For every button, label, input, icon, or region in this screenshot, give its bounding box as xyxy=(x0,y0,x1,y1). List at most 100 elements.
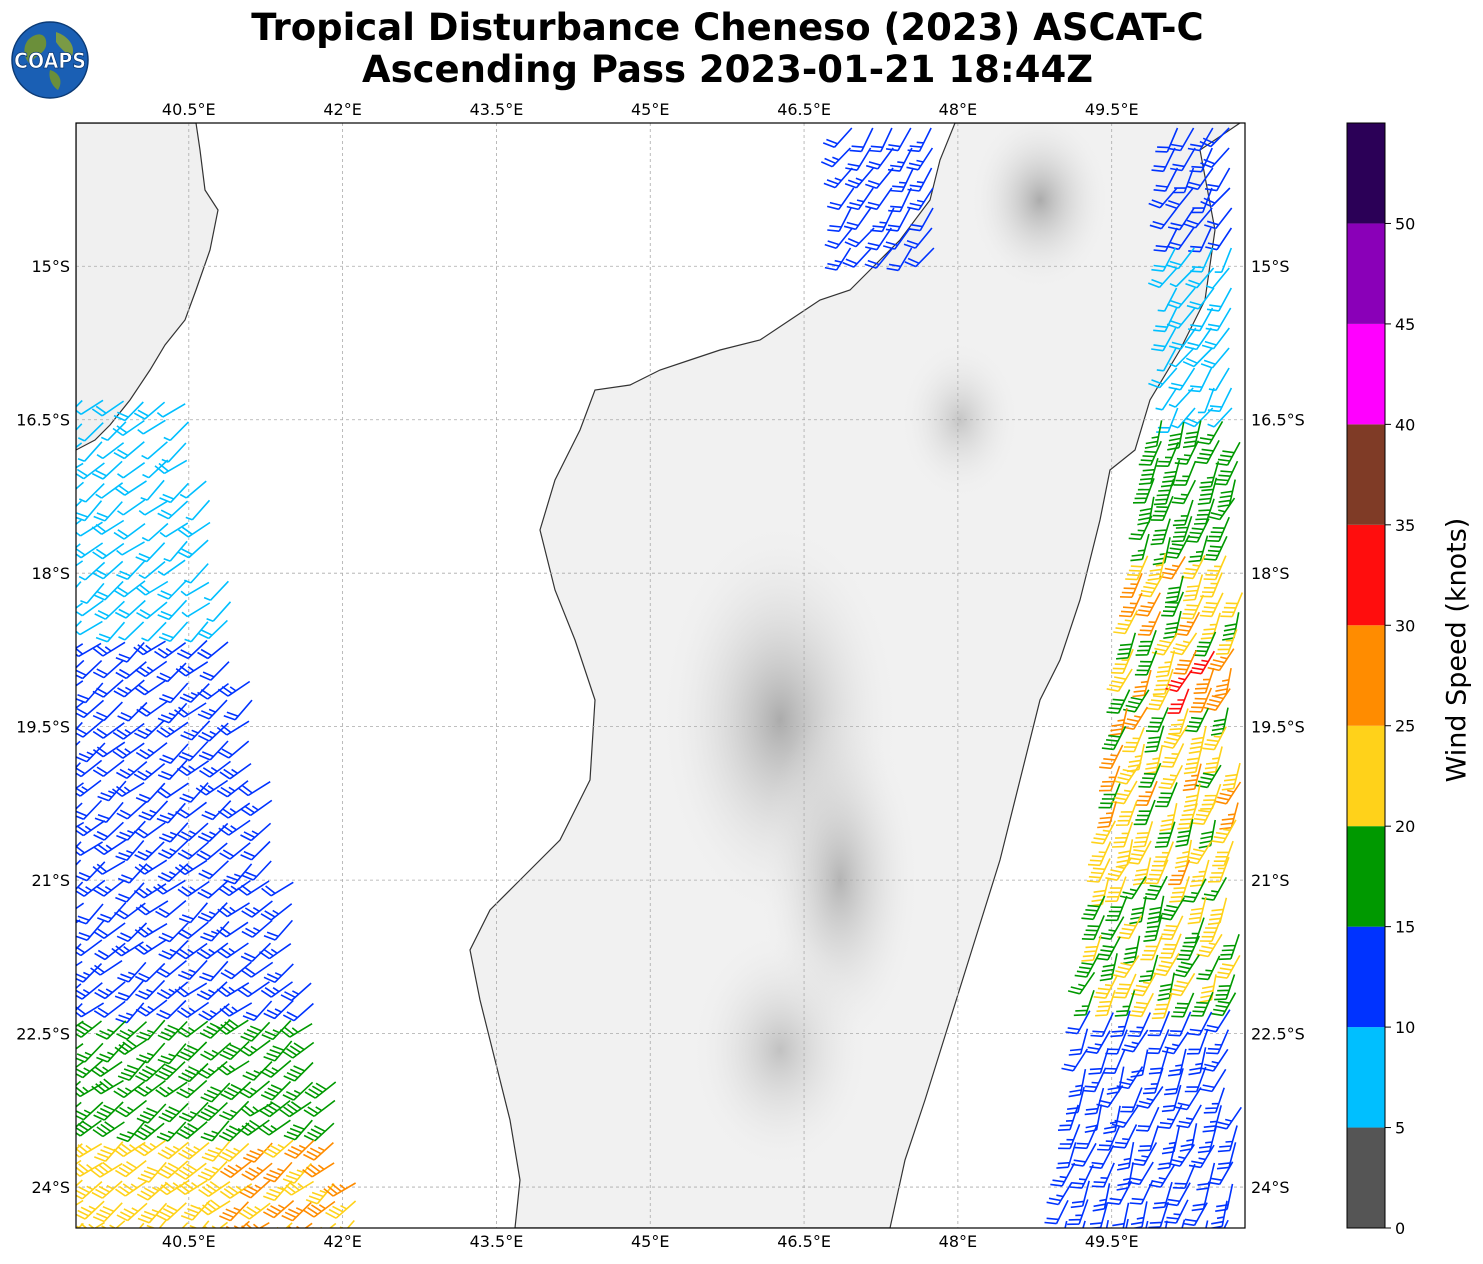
wind-barb xyxy=(91,460,123,480)
wind-barb xyxy=(1110,1010,1131,1038)
wind-barb xyxy=(155,959,187,978)
wind-barb xyxy=(92,679,124,698)
wind-barb xyxy=(116,1120,146,1143)
wind-barb xyxy=(1114,761,1142,785)
wind-barb xyxy=(1074,953,1100,978)
wind-barb xyxy=(242,1142,273,1163)
wind-barb xyxy=(1135,592,1161,617)
wind-barb xyxy=(1169,876,1190,903)
wind-barb xyxy=(163,421,190,442)
wind-barb xyxy=(1215,955,1241,979)
wind-barb xyxy=(1057,1104,1079,1131)
wind-barb xyxy=(1050,1162,1076,1187)
wind-barb xyxy=(1197,387,1215,414)
wind-barb xyxy=(113,522,146,540)
wind-barb xyxy=(218,819,251,836)
wind-barb xyxy=(1189,650,1215,675)
wind-barb xyxy=(115,1002,145,1024)
wind-barb xyxy=(177,921,209,940)
wind-barb xyxy=(179,782,209,803)
wind-barb xyxy=(1214,667,1232,697)
colorbar-bin xyxy=(1347,926,1385,1028)
wind-barb xyxy=(1146,895,1165,925)
colorbar-bin xyxy=(1347,323,1385,425)
wind-barb xyxy=(112,782,145,797)
wind-barb xyxy=(76,881,84,891)
wind-barb xyxy=(843,207,872,231)
wind-barb xyxy=(1097,1125,1121,1151)
wind-barb xyxy=(865,147,894,170)
wind-barb xyxy=(156,999,187,1020)
wind-barb xyxy=(239,1179,271,1199)
wind-barb xyxy=(219,1100,250,1121)
wind-barb xyxy=(1115,839,1134,868)
wind-barb xyxy=(135,900,169,916)
lat-tick-label: 16.5°S xyxy=(16,411,70,430)
wind-barb xyxy=(178,1141,210,1160)
wind-barb xyxy=(1106,668,1133,692)
wind-barb xyxy=(76,642,102,658)
wind-barb xyxy=(134,923,168,938)
wind-barb xyxy=(1169,972,1196,997)
wind-barb xyxy=(198,860,229,880)
wind-barb xyxy=(197,902,228,923)
wind-barb xyxy=(281,1201,312,1222)
wind-barb xyxy=(886,247,913,272)
lon-tick-label: 43.5°E xyxy=(470,100,524,119)
wind-barb xyxy=(1173,460,1197,486)
wind-barb xyxy=(304,1081,337,1099)
wind-barb xyxy=(1127,1161,1154,1186)
wind-barb xyxy=(177,959,208,981)
wind-barb xyxy=(217,680,251,697)
wind-barb xyxy=(175,661,209,677)
wind-barb xyxy=(1131,1142,1158,1166)
wind-barb xyxy=(93,821,124,841)
wind-barb xyxy=(1216,1142,1237,1170)
lon-tick-label: 48°E xyxy=(939,1232,977,1251)
wind-barb xyxy=(282,1002,314,1022)
wind-barb xyxy=(888,187,912,213)
wind-barb xyxy=(1086,858,1111,883)
colorbar-tick-label: 0 xyxy=(1395,1219,1405,1238)
wind-barb xyxy=(157,599,188,621)
wind-barb xyxy=(216,942,249,959)
wind-barb xyxy=(112,722,145,740)
wind-barb xyxy=(133,1122,165,1141)
wind-barb xyxy=(1152,537,1171,566)
colorbar-bin xyxy=(1347,826,1385,927)
wind-barb xyxy=(92,542,125,560)
wind-barb xyxy=(1210,992,1237,1017)
wind-barb xyxy=(1092,1183,1111,1212)
wind-barb xyxy=(827,207,852,232)
wind-barb xyxy=(159,522,189,538)
wind-barb xyxy=(133,401,166,420)
map-title-line2: Ascending Pass 2023-01-21 18:44Z xyxy=(361,48,1094,91)
wind-barb xyxy=(179,480,207,499)
wind-barb xyxy=(865,187,893,211)
wind-barb xyxy=(176,1001,210,1019)
wind-barb xyxy=(94,981,126,1000)
lon-tick-label: 46.5°E xyxy=(777,1232,831,1251)
wind-barb xyxy=(1121,706,1149,730)
wind-barb xyxy=(240,822,272,842)
wind-barb xyxy=(1119,572,1143,598)
wind-barb xyxy=(153,879,186,895)
wind-barb xyxy=(1204,207,1233,230)
wind-barb xyxy=(237,981,270,998)
wind-barb xyxy=(303,1200,336,1218)
wind-barb xyxy=(1149,207,1178,230)
wind-barb xyxy=(1191,800,1217,825)
wind-barb xyxy=(282,1041,315,1059)
wind-barb xyxy=(1168,387,1194,408)
wind-barb xyxy=(890,167,915,193)
colorbar-tick-label: 35 xyxy=(1395,516,1415,535)
wind-barb xyxy=(155,1061,186,1081)
wind-barb xyxy=(1143,875,1168,901)
wind-barb xyxy=(1137,611,1162,636)
wind-barb xyxy=(1156,347,1177,372)
wind-barb xyxy=(157,1160,189,1179)
wind-barb xyxy=(1210,1200,1228,1228)
wind-barb xyxy=(303,1099,336,1117)
wind-barb xyxy=(91,519,125,535)
wind-barb xyxy=(1188,535,1209,563)
